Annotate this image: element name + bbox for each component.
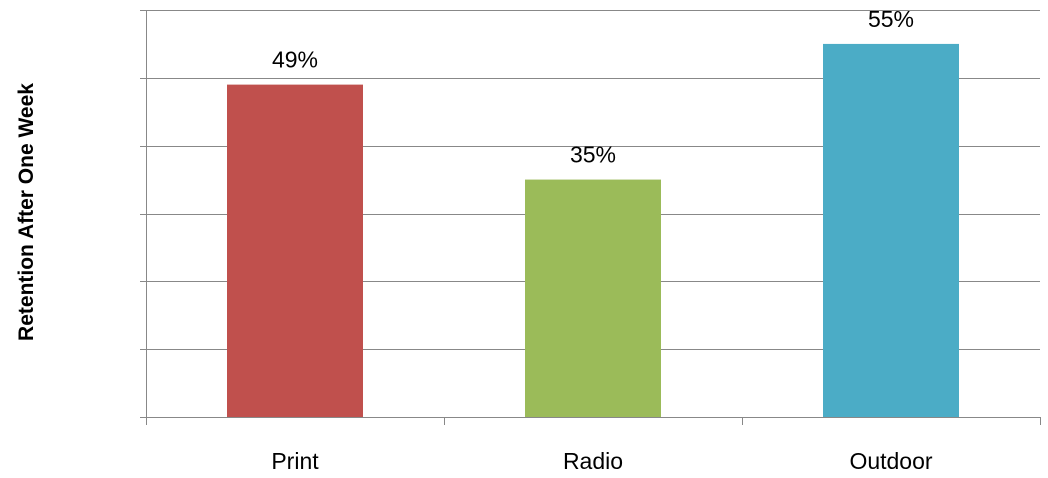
x-tick-label-radio: Radio <box>563 448 623 473</box>
bar-radio <box>525 179 661 417</box>
data-label-print: 49% <box>272 47 318 73</box>
data-label-radio: 35% <box>570 142 616 168</box>
data-label-outdoor: 55% <box>868 6 914 32</box>
y-axis-label: Retention After One Week <box>15 83 38 341</box>
data-labels: 49% 35% 55% <box>272 6 914 168</box>
axes <box>140 10 1041 425</box>
bars <box>227 43 959 418</box>
x-tick-labels: Print Radio Outdoor <box>271 448 933 474</box>
bar-print <box>227 84 363 417</box>
x-tick-label-print: Print <box>271 448 319 473</box>
bar-outdoor <box>823 43 959 418</box>
x-tick-label-outdoor: Outdoor <box>849 448 932 473</box>
